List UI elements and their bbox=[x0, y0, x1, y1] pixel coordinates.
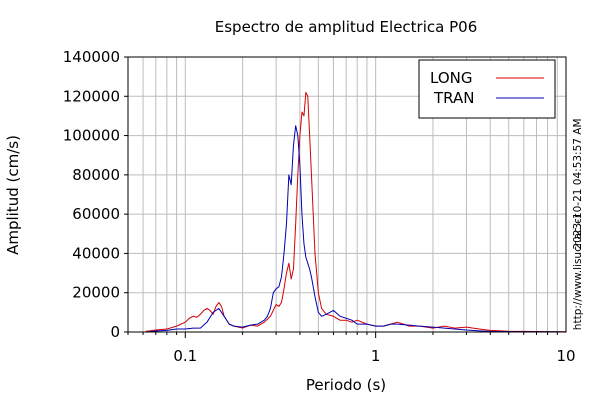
y-tick-label: 20000 bbox=[72, 284, 120, 302]
legend: LONG TRAN bbox=[418, 59, 556, 119]
series-layer bbox=[145, 91, 567, 333]
grid bbox=[128, 57, 566, 332]
y-axis-label: Amplitud (cm/s) bbox=[4, 135, 22, 255]
plot-frame bbox=[127, 56, 567, 333]
legend-label-long: LONG bbox=[430, 69, 472, 87]
x-tick-label: 10 bbox=[556, 347, 575, 365]
legend-box bbox=[418, 59, 556, 119]
x-axis-label: Periodo (s) bbox=[306, 376, 386, 394]
chart-title: Espectro de amplitud Electrica P06 bbox=[215, 18, 478, 36]
series-line-tran bbox=[149, 125, 567, 333]
y-tick-label: 120000 bbox=[63, 87, 120, 105]
y-tick-label: 40000 bbox=[72, 244, 120, 262]
axes: 0 20000 40000 60000 80000 100000 120000 140000 0… bbox=[63, 48, 576, 365]
legend-label-tran: TRAN bbox=[433, 89, 474, 107]
x-tick-label: 1 bbox=[371, 347, 381, 365]
y-tick-label: 80000 bbox=[72, 166, 120, 184]
y-tick-label: 60000 bbox=[72, 205, 120, 223]
source-url-label: http://www.lisucr.ac.cr bbox=[572, 213, 584, 330]
y-tick-label: 140000 bbox=[63, 48, 120, 66]
x-tick-label: 0.1 bbox=[173, 347, 197, 365]
y-tick-label: 100000 bbox=[63, 127, 120, 145]
y-tick-label: 0 bbox=[110, 323, 120, 341]
timestamp-label: 2023-10-21 04:53:57 AM bbox=[572, 118, 584, 249]
